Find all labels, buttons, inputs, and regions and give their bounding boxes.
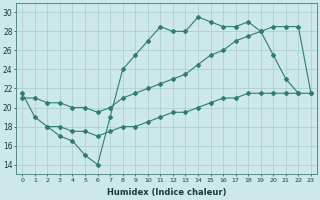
X-axis label: Humidex (Indice chaleur): Humidex (Indice chaleur) [107, 188, 226, 197]
